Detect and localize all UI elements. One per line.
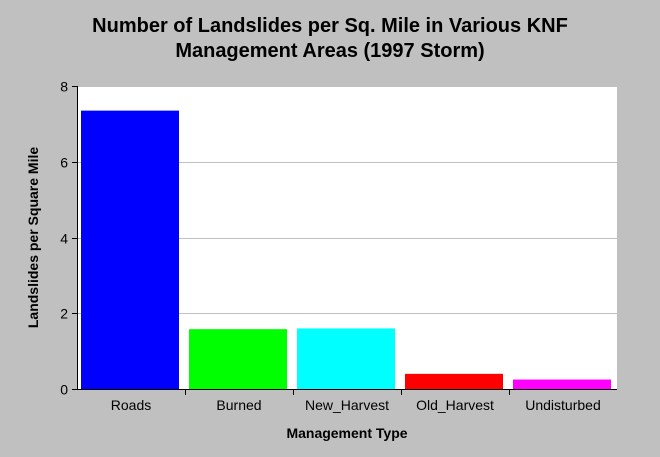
x-axis-title: Management Type [286, 425, 407, 441]
chart-title: Number of Landslides per Sq. Mile in Var… [0, 14, 660, 64]
y-tick-label: 4 [60, 231, 68, 247]
bar-new-harvest [297, 328, 395, 389]
x-axis-ticks: Roads Burned New_Harvest Old_Harvest Undistu… [111, 389, 601, 413]
bar-roads [81, 110, 179, 390]
y-tick-label: 6 [60, 155, 68, 171]
bar-burned [189, 329, 287, 389]
x-tick-label: Undisturbed [525, 397, 601, 413]
y-tick-label: 0 [60, 382, 68, 398]
bar-undisturbed [513, 379, 611, 389]
y-tick-label: 8 [60, 79, 68, 95]
y-axis-title: Landslides per Square Mile [25, 147, 41, 328]
x-tick-label: New_Harvest [305, 397, 389, 413]
x-tick-label: Roads [111, 397, 151, 413]
x-tick-label: Old_Harvest [416, 397, 494, 413]
y-axis-ticks: 0 2 4 6 8 [60, 79, 77, 398]
y-tick-label: 2 [60, 306, 68, 322]
axes [77, 86, 617, 390]
bars [81, 110, 611, 390]
chart-title-line-1: Number of Landslides per Sq. Mile in Var… [92, 15, 568, 37]
chart-title-line-2: Management Areas (1997 Storm) [175, 40, 485, 62]
x-tick-label: Burned [216, 397, 261, 413]
bar-old-harvest [405, 373, 503, 389]
